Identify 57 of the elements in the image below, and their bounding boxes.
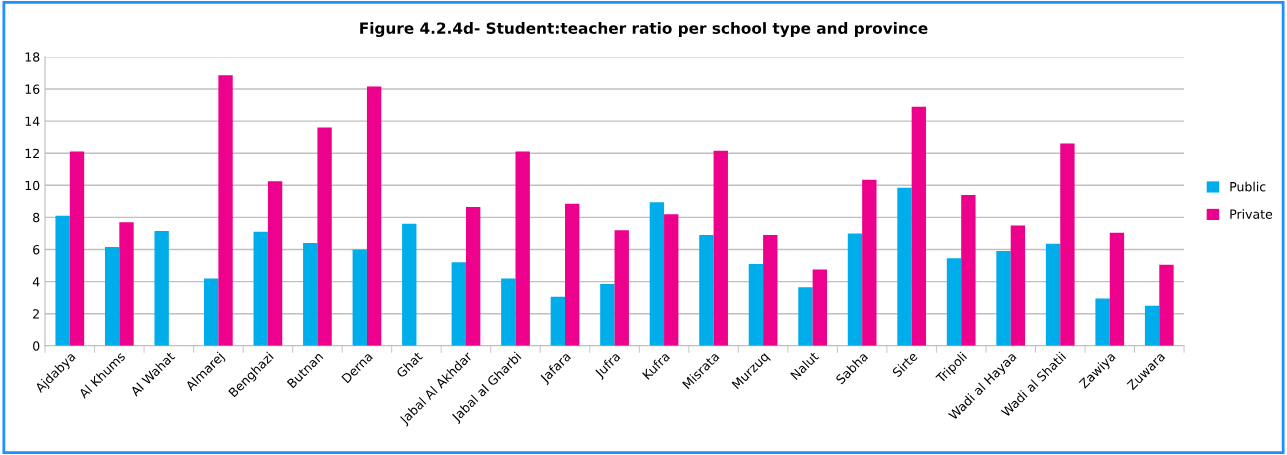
bar <box>1060 143 1075 346</box>
y-tick-label: 8 <box>33 212 40 223</box>
bar <box>798 287 813 346</box>
y-tick-label: 10 <box>25 180 40 191</box>
bar <box>897 187 912 346</box>
bar <box>69 151 85 346</box>
legend-label: Private <box>1230 209 1273 219</box>
bar <box>104 247 120 346</box>
bar <box>911 106 927 346</box>
bar <box>402 223 417 346</box>
bar <box>664 214 679 346</box>
bar <box>812 269 827 346</box>
bar <box>204 278 219 346</box>
bar <box>218 75 233 346</box>
bar <box>352 249 367 346</box>
bar <box>713 150 728 346</box>
bar <box>267 181 283 346</box>
bar <box>946 258 962 346</box>
bar <box>1010 225 1026 346</box>
bar <box>515 151 530 346</box>
bar <box>253 231 268 346</box>
bar <box>550 296 566 346</box>
bar <box>303 243 318 346</box>
bar <box>748 263 764 346</box>
y-tick-label: 6 <box>33 244 40 255</box>
bar <box>862 179 877 346</box>
y-tick-label: 4 <box>32 277 40 287</box>
y-tick-label: 12 <box>25 148 39 158</box>
bar <box>1095 298 1110 346</box>
y-tick-label: 18 <box>25 52 40 62</box>
bar <box>649 202 665 346</box>
bar <box>565 203 580 346</box>
bar <box>763 235 778 346</box>
y-tick-label: 0 <box>33 341 40 351</box>
bar <box>55 215 70 346</box>
chart-title: Figure 4.2.4d- Student:teacher ratio per school type and province <box>360 22 928 38</box>
bar <box>847 233 863 346</box>
y-tick-label: 16 <box>25 84 40 94</box>
bar <box>154 231 169 346</box>
y-tick-label: 2 <box>33 309 39 319</box>
bar <box>501 278 516 346</box>
bar <box>119 222 134 346</box>
bar <box>451 262 466 346</box>
bar <box>1144 305 1160 346</box>
bar <box>699 235 714 346</box>
y-tick-label: 14 <box>25 116 40 126</box>
legend-label: Public <box>1230 181 1266 192</box>
bar <box>366 86 382 346</box>
bar <box>1109 232 1125 346</box>
bar <box>465 206 481 346</box>
bar <box>600 284 615 346</box>
bar <box>1159 264 1174 346</box>
bar <box>317 127 332 346</box>
bar <box>996 251 1011 346</box>
bar <box>614 230 629 346</box>
bar <box>1045 243 1061 346</box>
bar <box>961 194 976 346</box>
